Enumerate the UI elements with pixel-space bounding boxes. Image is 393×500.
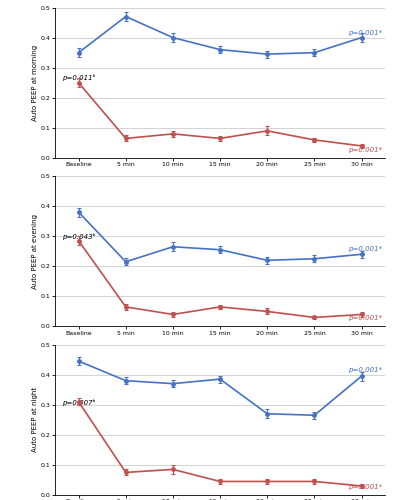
Text: p=0.001*: p=0.001* [348,316,382,322]
Y-axis label: Auto PEEP at morning: Auto PEEP at morning [32,44,38,121]
Text: p=0.043ᵇ: p=0.043ᵇ [62,233,95,240]
Y-axis label: Auto PEEP at night: Auto PEEP at night [32,387,38,452]
Text: p=0.001*: p=0.001* [348,366,382,372]
Text: p=0.001*: p=0.001* [348,30,382,36]
Text: p=0.011ᵇ: p=0.011ᵇ [62,74,95,80]
Text: p=0.001*: p=0.001* [348,246,382,252]
Text: p=0.001*: p=0.001* [348,484,382,490]
Y-axis label: Auto PEEP at evening: Auto PEEP at evening [32,214,38,288]
Legend: COPD, Exacerbated COPD: COPD, Exacerbated COPD [160,395,281,401]
Text: p=0.001*: p=0.001* [348,147,382,153]
Text: p=0.007ᵇ: p=0.007ᵇ [62,398,95,406]
Legend: Exacerbated COPD, COPD: Exacerbated COPD, COPD [160,226,281,232]
